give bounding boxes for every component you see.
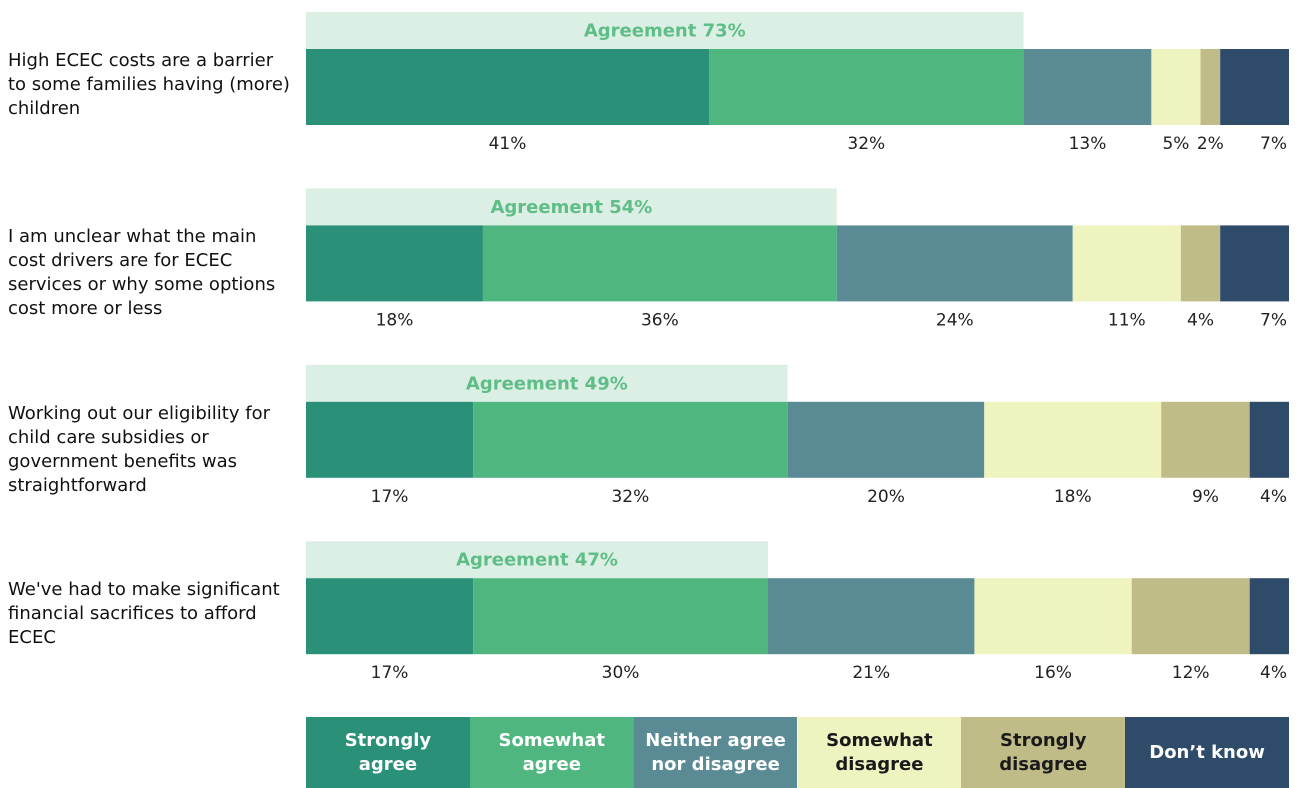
value-label: 41% (489, 134, 527, 154)
legend-item: Strongly disagree (961, 717, 1126, 788)
agreement-band (306, 541, 769, 579)
category-label: Working out our eligibility for child ca… (8, 402, 270, 496)
value-label: 13% (1069, 134, 1107, 154)
value-label: 20% (867, 487, 905, 507)
bar-segment (1180, 225, 1221, 302)
category-label: I am unclear what the main cost drivers … (8, 226, 276, 320)
legend-item: Don’t know (1125, 717, 1289, 788)
value-label: 11% (1108, 310, 1146, 330)
value-label: 30% (602, 663, 640, 683)
bar-segment (1072, 225, 1181, 302)
agreement-label: Agreement 49% (466, 373, 628, 394)
agreement-label: Agreement 54% (490, 197, 652, 218)
value-label: 4% (1260, 663, 1287, 683)
bar-segment (1131, 578, 1250, 655)
bar-segment (473, 401, 788, 478)
value-label: 17% (371, 663, 409, 683)
value-label: 18% (1054, 487, 1092, 507)
agreement-band (306, 364, 788, 402)
value-label: 24% (936, 310, 974, 330)
value-label: 32% (611, 487, 649, 507)
category-label: We've had to make significant financial … (8, 579, 280, 649)
bar-segment (836, 225, 1073, 302)
bar-segment (1151, 49, 1201, 125)
agreement-label: Agreement 73% (584, 21, 746, 42)
bar-segment (1220, 225, 1289, 302)
bar-segment (984, 401, 1162, 478)
bar-segment (1200, 49, 1221, 125)
value-label: 18% (376, 310, 414, 330)
bar-segment (306, 225, 483, 302)
agreement-label: Agreement 47% (456, 550, 618, 571)
value-label: 9% (1192, 487, 1219, 507)
legend-item: Somewhat agree (469, 717, 634, 788)
value-label: 4% (1260, 487, 1287, 507)
bar-segment (482, 225, 837, 302)
bar-segment (306, 578, 474, 655)
bar-segment (974, 578, 1132, 655)
value-label: 16% (1034, 663, 1072, 683)
value-label: 5% (1162, 134, 1189, 154)
value-label: 2% (1197, 134, 1224, 154)
agreement-band (306, 188, 837, 226)
bar-segment (1220, 49, 1289, 125)
category-label: High ECEC costs are a barrier to some fa… (8, 50, 290, 119)
bar-segment (1249, 578, 1289, 655)
bar-segment (787, 401, 985, 478)
value-label: 7% (1260, 310, 1287, 330)
bar-segment (473, 578, 769, 655)
bar-segment (1161, 401, 1250, 478)
value-label: 32% (847, 134, 885, 154)
value-label: 7% (1260, 134, 1287, 154)
value-label: 17% (371, 487, 409, 507)
value-label: 21% (852, 663, 890, 683)
bar-segment (306, 49, 710, 125)
legend-item: Somewhat disagree (797, 717, 962, 788)
value-label: 4% (1187, 310, 1214, 330)
bar-segment (1249, 401, 1289, 478)
value-label: 12% (1172, 663, 1210, 683)
agreement-band (306, 12, 1024, 49)
value-label: 36% (641, 310, 679, 330)
bar-segment (1023, 49, 1152, 125)
legend-item: Neither agree nor disagree (633, 717, 798, 788)
bar-segment (709, 49, 1024, 125)
bar-segment (306, 401, 474, 478)
legend-item: Strongly agree (306, 717, 470, 788)
bar-segment (768, 578, 975, 655)
